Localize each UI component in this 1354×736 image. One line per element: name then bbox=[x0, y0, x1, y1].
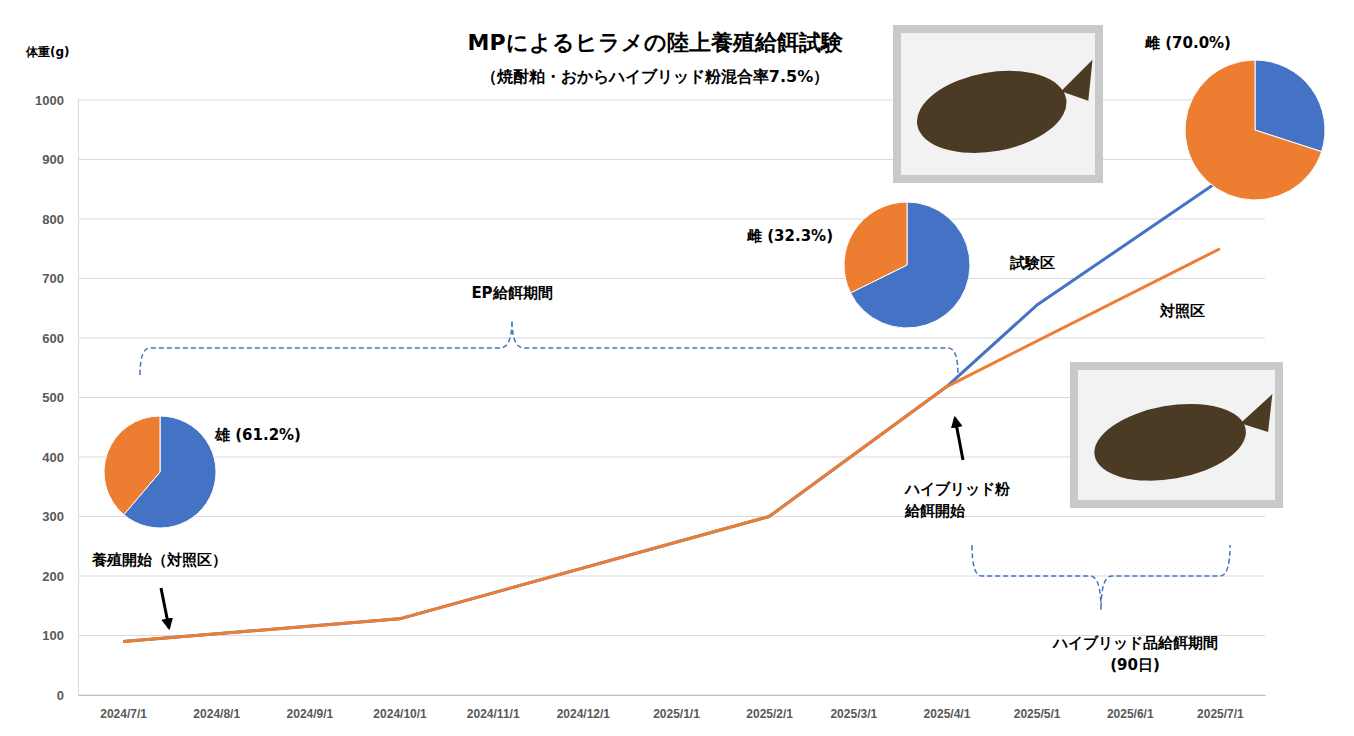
x-tick-label: 2024/11/1 bbox=[467, 707, 520, 721]
y-tick: 200 bbox=[42, 569, 78, 584]
y-tick-label: 600 bbox=[42, 331, 64, 346]
title: MPによるヒラメの陸上養殖給餌試験 bbox=[467, 30, 843, 55]
y-tick: 500 bbox=[42, 390, 78, 405]
y-tick-label: 700 bbox=[42, 271, 64, 286]
x-tick: 2024/7/1 bbox=[100, 695, 147, 721]
x-tick: 2025/1/1 bbox=[653, 695, 700, 721]
x-tick: 2024/12/1 bbox=[557, 695, 611, 721]
x-tick: 2025/7/1 bbox=[1197, 695, 1244, 721]
annotation: 養殖開始（対照区） bbox=[91, 551, 227, 569]
x-tick: 2024/11/1 bbox=[467, 695, 520, 721]
x-tick-label: 2025/3/1 bbox=[830, 707, 877, 721]
x-tick: 2025/6/1 bbox=[1107, 695, 1154, 721]
series-label: 試験区 bbox=[1009, 254, 1055, 272]
grid-line bbox=[78, 219, 1265, 220]
annotation: EP給餌期間 bbox=[471, 284, 552, 302]
photo-fish bbox=[1088, 393, 1252, 492]
pie-slice bbox=[844, 202, 907, 293]
y-tick: 400 bbox=[42, 450, 78, 465]
pie-label: 雄 (61.2%) bbox=[214, 426, 301, 444]
y-tick: 700 bbox=[42, 271, 78, 286]
y-tick-label: 200 bbox=[42, 569, 64, 584]
chart: 0 100 200 300 400 500 600 700 800 900 1000 2024/7/1… bbox=[0, 0, 1354, 736]
bracket bbox=[140, 320, 958, 375]
pie bbox=[844, 202, 970, 328]
y-tick-label: 1000 bbox=[35, 93, 64, 108]
photo bbox=[1070, 362, 1283, 508]
pie-slice bbox=[104, 416, 160, 515]
arrow bbox=[955, 418, 963, 460]
x-tick-label: 2024/9/1 bbox=[287, 707, 334, 721]
y-tick-label: 300 bbox=[42, 509, 64, 524]
grid-line bbox=[78, 278, 1265, 279]
x-tick-label: 2025/4/1 bbox=[924, 707, 971, 721]
series-line bbox=[123, 249, 1220, 642]
arrow bbox=[161, 588, 169, 628]
grid-line bbox=[78, 695, 1265, 696]
y-tick: 100 bbox=[42, 628, 78, 643]
pie-label: 雌 (70.0%) bbox=[1144, 34, 1231, 52]
y-tick: 900 bbox=[42, 152, 78, 167]
x-tick-label: 2025/1/1 bbox=[653, 707, 700, 721]
x-tick-label: 2024/7/1 bbox=[100, 707, 147, 721]
annotation: ハイブリッド品給餌期間 bbox=[1052, 634, 1218, 652]
y-tick-label: 100 bbox=[42, 628, 64, 643]
grid-line bbox=[78, 516, 1265, 517]
x-tick-label: 2025/5/1 bbox=[1014, 707, 1061, 721]
x-axis: 2024/7/1 2024/8/1 2024/9/1 2024/10/1 2024/11… bbox=[79, 695, 1266, 721]
pie-label: 雌 (32.3%) bbox=[746, 227, 833, 245]
x-tick-label: 2025/7/1 bbox=[1197, 707, 1244, 721]
x-tick: 2025/2/1 bbox=[746, 695, 793, 721]
annotation: ハイブリッド粉 bbox=[904, 480, 1011, 498]
photo-fish-tail bbox=[1240, 394, 1272, 432]
x-tick-label: 2024/10/1 bbox=[373, 707, 427, 721]
y-tick: 800 bbox=[42, 212, 78, 227]
y-tick: 300 bbox=[42, 509, 78, 524]
photo-fish-tail bbox=[1061, 60, 1093, 101]
x-tick: 2024/8/1 bbox=[193, 695, 240, 721]
x-tick-label: 2024/8/1 bbox=[193, 707, 240, 721]
series-label: 対照区 bbox=[1159, 302, 1205, 320]
y-tick-label: 0 bbox=[57, 688, 64, 703]
plot-area bbox=[123, 180, 1220, 641]
y-tick: 1000 bbox=[35, 93, 78, 108]
y-tick: 600 bbox=[42, 331, 78, 346]
x-tick: 2024/9/1 bbox=[287, 695, 334, 721]
y-tick-label: 400 bbox=[42, 450, 64, 465]
y-tick: 0 bbox=[57, 688, 78, 703]
pie-slice bbox=[1185, 60, 1322, 200]
y-tick-label: 800 bbox=[42, 212, 64, 227]
pie bbox=[1185, 60, 1325, 200]
y-axis: 0 100 200 300 400 500 600 700 800 900 1000 bbox=[35, 93, 78, 703]
photo-tray bbox=[1078, 370, 1275, 500]
photo bbox=[893, 25, 1103, 183]
y-tick-label: 500 bbox=[42, 390, 64, 405]
x-tick: 2025/5/1 bbox=[1014, 695, 1061, 721]
x-axis-line bbox=[79, 695, 1266, 696]
series-line bbox=[123, 180, 1220, 641]
annotation: 給餌開始 bbox=[904, 502, 966, 520]
subtitle: （焼酎粕・おからハイブリッド粉混合率7.5%） bbox=[481, 67, 829, 86]
x-tick: 2025/3/1 bbox=[830, 695, 877, 721]
x-tick: 2025/4/1 bbox=[924, 695, 971, 721]
grid-line bbox=[78, 338, 1265, 339]
y-tick-label: 900 bbox=[42, 152, 64, 167]
x-tick-label: 2025/6/1 bbox=[1107, 707, 1154, 721]
x-tick: 2024/10/1 bbox=[373, 695, 427, 721]
photo-fish bbox=[910, 60, 1073, 164]
y-axis-title: 体重(g) bbox=[25, 45, 70, 59]
photo-frame bbox=[893, 25, 1103, 183]
x-tick-label: 2024/12/1 bbox=[557, 707, 611, 721]
y-axis-line bbox=[78, 101, 79, 696]
annotation: (90日) bbox=[1110, 656, 1160, 674]
pie bbox=[104, 416, 216, 528]
x-tick-label: 2025/2/1 bbox=[746, 707, 793, 721]
photo-tray bbox=[901, 33, 1095, 175]
photo-frame bbox=[1070, 362, 1283, 508]
bracket bbox=[972, 545, 1230, 610]
